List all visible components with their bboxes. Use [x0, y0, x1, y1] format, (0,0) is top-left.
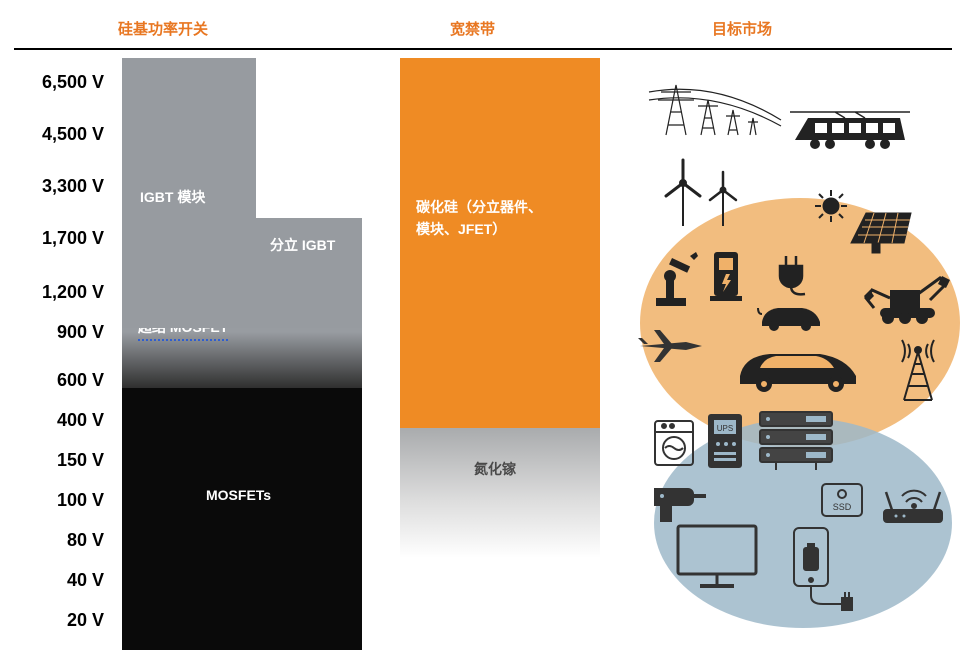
mosfets-block: MOSFETs: [122, 388, 362, 650]
washing-machine-icon: [652, 418, 696, 468]
gan-label: 氮化镓: [474, 458, 516, 480]
solar-panel-icon: [806, 188, 916, 258]
ssd-icon: SSD: [818, 480, 866, 520]
voltage-tick: 150 V: [57, 450, 104, 471]
jet-aircraft-icon: [636, 326, 706, 366]
voltage-tick: 1,700 V: [42, 228, 104, 249]
header-divider: [14, 48, 952, 50]
voltage-tick: 600 V: [57, 370, 104, 391]
sic-label-line1: 碳化硅（分立器件、: [416, 199, 542, 215]
voltage-tick: 4,500 V: [42, 124, 104, 145]
excavator-icon: [860, 268, 950, 328]
svg-text:SSD: SSD: [833, 502, 852, 512]
svg-text:UPS: UPS: [717, 424, 733, 433]
discrete-igbt-block: 分立 IGBT: [122, 218, 362, 328]
mosfets-label: MOSFETs: [206, 484, 271, 506]
voltage-tick: 100 V: [57, 490, 104, 511]
voltage-tick: 1,200 V: [42, 282, 104, 303]
sic-label: 碳化硅（分立器件、 模块、JFET）: [416, 196, 542, 241]
server-rack-icon: [756, 408, 836, 474]
voltage-tick: 40 V: [67, 570, 104, 591]
ev-car-small-icon: [756, 298, 826, 334]
sic-label-line2: 模块、JFET）: [416, 221, 506, 237]
robot-arm-icon: [646, 248, 701, 308]
silicon-column: IGBT 模块 分立 IGBT 超结 MOSFET MOSFETs: [122, 58, 362, 650]
plug-icon: [768, 248, 818, 298]
train-icon: [790, 98, 910, 158]
header-market: 目标市场: [712, 18, 772, 39]
cell-tower-icon: [890, 332, 946, 404]
monitor-icon: [672, 520, 762, 592]
column-headers: 硅基功率开关 宽禁带 目标市场: [0, 18, 966, 42]
voltage-tick: 80 V: [67, 530, 104, 551]
ups-icon: UPS: [704, 410, 746, 472]
header-wbg: 宽禁带: [450, 18, 495, 39]
sic-block: 碳化硅（分立器件、 模块、JFET）: [400, 58, 600, 428]
voltage-tick: 400 V: [57, 410, 104, 431]
car-icon: [730, 340, 870, 394]
wide-bandgap-column: 碳化硅（分立器件、 模块、JFET） 氮化镓: [400, 58, 600, 558]
gan-block: 氮化镓: [400, 428, 600, 558]
voltage-tick: 20 V: [67, 610, 104, 631]
voltage-tick: 3,300 V: [42, 176, 104, 197]
wifi-router-icon: [876, 478, 950, 530]
ev-charger-icon: [706, 244, 756, 304]
header-si: 硅基功率开关: [118, 18, 208, 39]
phone-charging-icon: [776, 524, 856, 614]
power-grid-icon: [646, 70, 786, 140]
igbt-module-block: IGBT 模块: [122, 58, 256, 218]
igbt-module-label: IGBT 模块: [140, 186, 205, 208]
target-market-column: UPS SSD: [640, 58, 956, 650]
discrete-igbt-label: 分立 IGBT: [270, 234, 335, 256]
wind-turbine-icon: [658, 158, 758, 228]
voltage-tick: 6,500 V: [42, 72, 104, 93]
voltage-tick: 900 V: [57, 322, 104, 343]
